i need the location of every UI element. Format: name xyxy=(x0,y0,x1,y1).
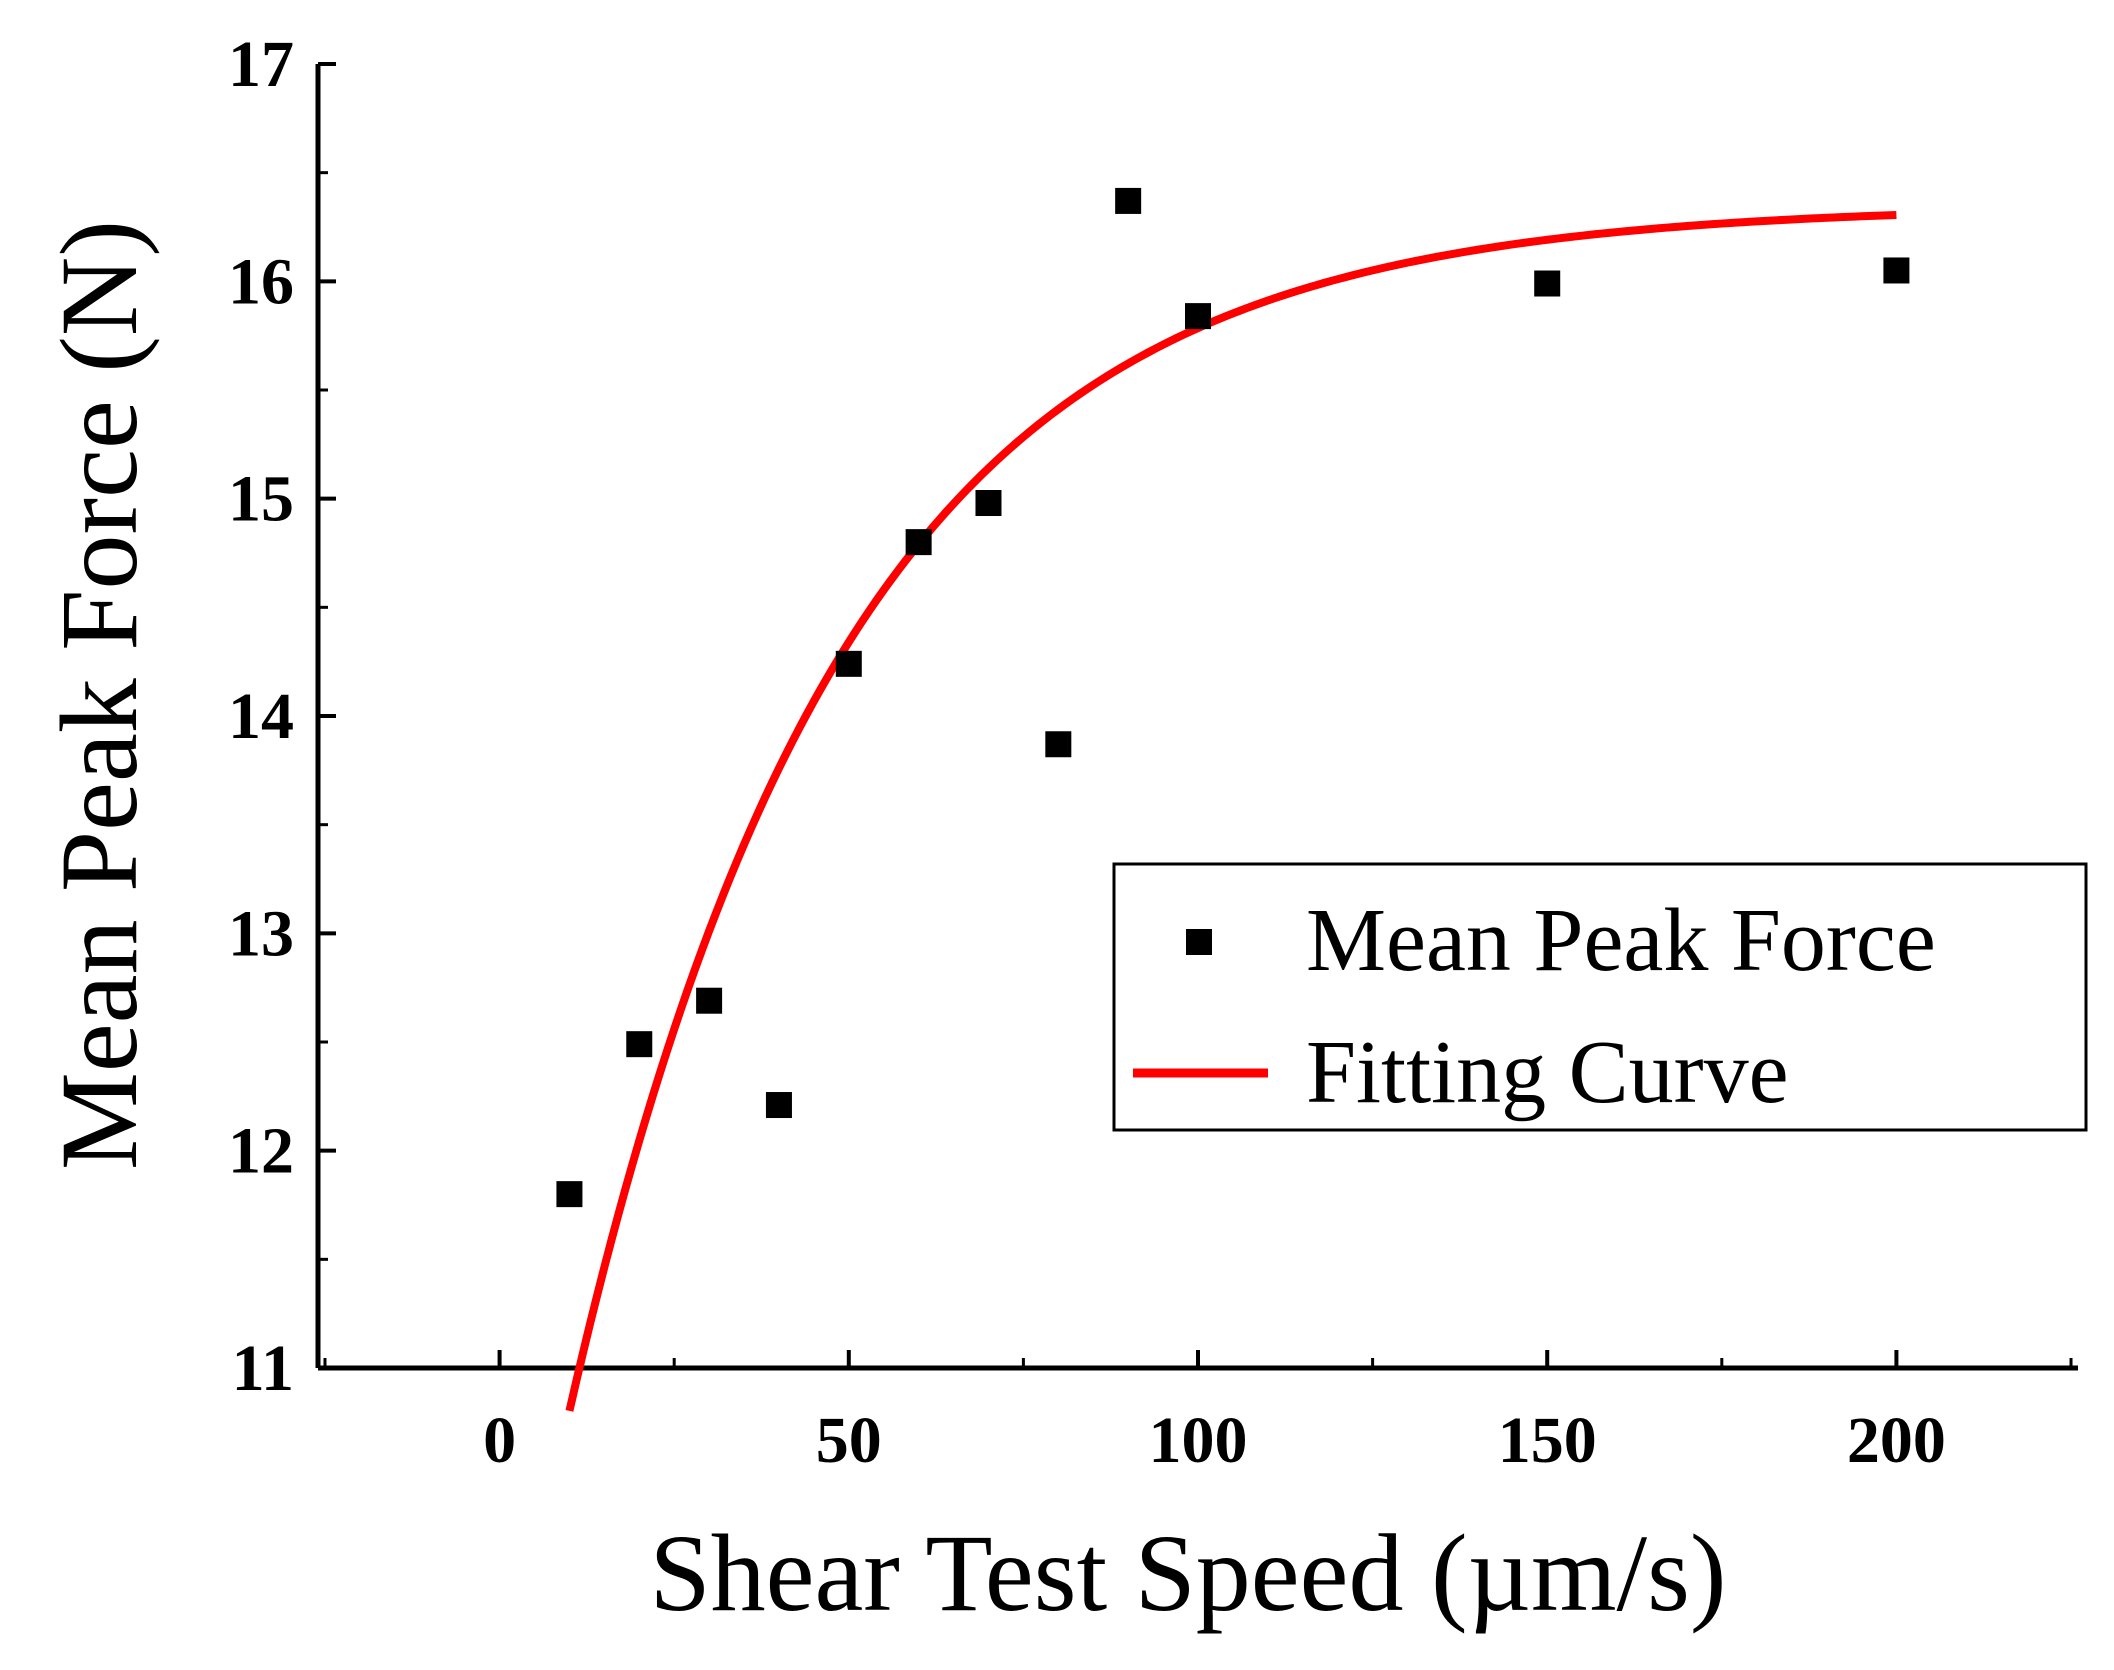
data-point xyxy=(1534,270,1561,297)
data-point xyxy=(1045,731,1072,758)
data-point xyxy=(1883,257,1910,284)
data-point xyxy=(765,1092,792,1119)
data-point xyxy=(1115,187,1142,214)
ticks: 0 50 100 150 200 11 12 13 14 15 16 17 xyxy=(228,28,2073,1477)
legend-marker-mean-peak-force xyxy=(1186,929,1212,955)
data-point xyxy=(1185,303,1211,330)
fitting-curve-layer xyxy=(565,210,1897,1412)
legend: Mean Peak Force Fitting Curve xyxy=(1112,862,2088,1132)
legend-box xyxy=(1112,862,2088,1132)
x-tick-label: 0 xyxy=(483,1404,516,1477)
y-tick-label: 13 xyxy=(228,897,294,970)
axes xyxy=(315,64,2078,1371)
fitting-curve-line xyxy=(565,210,1897,1412)
x-tick-label: 150 xyxy=(1498,1404,1597,1477)
data-point xyxy=(696,987,723,1014)
data-point xyxy=(556,1181,583,1208)
x-tick-label: 200 xyxy=(1847,1404,1946,1477)
x-tick-label: 100 xyxy=(1149,1404,1248,1477)
y-tick-label: 17 xyxy=(228,28,294,101)
data-point xyxy=(975,490,1002,517)
y-tick-label: 14 xyxy=(228,680,294,753)
y-axis-title: Mean Peak Force (N) xyxy=(38,220,160,1170)
y-tick-label: 12 xyxy=(228,1115,294,1188)
data-point xyxy=(835,650,862,677)
y-tick-label: 15 xyxy=(228,463,294,536)
legend-label-fitting-curve: Fitting Curve xyxy=(1306,1023,1789,1122)
data-point xyxy=(626,1031,653,1058)
data-point xyxy=(905,529,932,556)
legend-label-mean-peak-force: Mean Peak Force xyxy=(1306,891,1936,990)
y-tick-label: 16 xyxy=(228,245,294,318)
x-axis-title: Shear Test Speed (µm/s) xyxy=(649,1512,1726,1634)
x-tick-label: 50 xyxy=(816,1404,882,1477)
scatter-points-layer xyxy=(556,187,1910,1208)
y-tick-label: 11 xyxy=(232,1332,294,1405)
